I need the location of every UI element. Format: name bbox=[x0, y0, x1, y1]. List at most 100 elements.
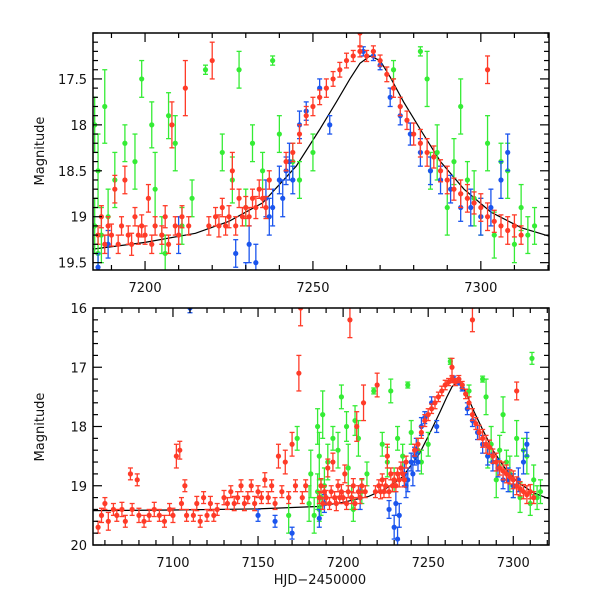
top-red-data-point bbox=[444, 165, 450, 195]
top-red-data-point bbox=[431, 145, 437, 169]
top-green-data-point bbox=[202, 64, 209, 75]
bottom-red-data-point bbox=[360, 384, 367, 422]
bottom-plot-area bbox=[93, 308, 549, 545]
top-red-data-point bbox=[142, 225, 148, 245]
top-blue-data-point bbox=[276, 165, 282, 195]
bottom-red-data-point bbox=[228, 485, 234, 499]
top-red-data-point bbox=[179, 205, 185, 229]
top-plot-frame bbox=[92, 32, 550, 271]
top-red-data-point bbox=[424, 137, 430, 167]
top-red-data-point bbox=[498, 214, 504, 238]
top-red-data-point bbox=[259, 188, 266, 209]
bottom-red-data-point bbox=[354, 411, 360, 442]
bottom-green-data-point bbox=[320, 390, 326, 440]
top-green-data-point bbox=[172, 115, 178, 172]
bottom-red-data-point bbox=[514, 476, 520, 496]
bottom-green-data-point bbox=[405, 381, 411, 389]
top-green-data-point bbox=[484, 115, 491, 172]
bottom-red-data-point bbox=[178, 496, 185, 511]
bottom-red-data-point bbox=[127, 467, 134, 481]
bottom-blue-data-point bbox=[255, 508, 261, 522]
top-x-tick-label: 7300 bbox=[464, 281, 497, 296]
top-green-data-point bbox=[219, 133, 225, 172]
top-panel: 7200 7250 7300 17.5 18 18.5 19 19.5 bbox=[58, 32, 550, 296]
top-red-data-point bbox=[223, 216, 229, 236]
top-red-data-point bbox=[384, 66, 390, 83]
bottom-red-data-point bbox=[258, 491, 265, 505]
top-red-data-point bbox=[290, 142, 296, 163]
bottom-red-data-point bbox=[141, 514, 147, 528]
bottom-green-data-point bbox=[388, 378, 394, 404]
top-blue-data-point bbox=[246, 225, 252, 264]
top-y-tick-label: 19.5 bbox=[58, 257, 87, 272]
top-red-data-point bbox=[135, 225, 141, 245]
bottom-red-data-point bbox=[262, 472, 268, 488]
bottom-red-data-point bbox=[190, 508, 196, 522]
top-red-data-point bbox=[303, 105, 309, 126]
bottom-red-data-point bbox=[224, 496, 231, 511]
top-blue-data-point bbox=[290, 165, 296, 195]
top-green-data-point bbox=[149, 101, 155, 149]
bottom-red-data-point bbox=[129, 502, 135, 517]
bottom-green-data-point bbox=[425, 431, 431, 457]
bottom-red-data-point bbox=[342, 464, 348, 484]
top-blue-data-point bbox=[498, 160, 504, 199]
bottom-red-data-point bbox=[269, 479, 275, 493]
bottom-y-axis-title: Magnitude bbox=[33, 393, 48, 462]
top-red-data-point bbox=[357, 45, 363, 58]
bottom-red-data-point bbox=[136, 507, 142, 524]
bottom-green-data-point bbox=[335, 431, 341, 469]
bottom-red-data-point bbox=[95, 520, 101, 534]
top-red-data-point bbox=[129, 232, 135, 256]
bottom-red-data-point bbox=[177, 440, 183, 460]
bottom-y-tick-label: 17 bbox=[70, 361, 87, 376]
top-red-data-point bbox=[417, 128, 423, 158]
bottom-red-data-point bbox=[531, 491, 537, 505]
bottom-red-data-point bbox=[524, 485, 530, 505]
bottom-red-data-point bbox=[463, 388, 469, 400]
top-red-data-point bbox=[437, 159, 444, 183]
bottom-red-data-point bbox=[122, 514, 128, 528]
bottom-red-data-point bbox=[352, 496, 358, 511]
bottom-red-data-point bbox=[194, 495, 200, 512]
bottom-red-data-point bbox=[323, 489, 329, 506]
bottom-red-data-point bbox=[204, 508, 210, 522]
bottom-red-data-point bbox=[517, 480, 523, 497]
bottom-red-data-point bbox=[197, 514, 203, 528]
top-green-data-point bbox=[189, 179, 195, 218]
top-blue-data-point bbox=[488, 188, 494, 227]
bottom-red-data-point bbox=[510, 470, 516, 490]
bottom-red-data-point bbox=[507, 469, 513, 485]
top-red-data-point bbox=[518, 225, 524, 245]
top-blue-data-point bbox=[233, 239, 239, 268]
top-red-data-point bbox=[296, 124, 303, 144]
bottom-x-tick-label: 7300 bbox=[497, 556, 530, 571]
top-green-data-point bbox=[132, 133, 138, 190]
top-blue-data-point bbox=[427, 156, 434, 186]
bottom-red-data-point bbox=[483, 434, 489, 454]
bottom-red-data-point bbox=[265, 491, 271, 505]
top-red-data-point bbox=[239, 206, 246, 227]
top-red-data-point bbox=[317, 89, 323, 106]
bottom-blue-data-point bbox=[289, 526, 295, 540]
bottom-blue-data-point bbox=[524, 431, 530, 457]
bottom-red-data-point bbox=[170, 507, 176, 524]
top-red-data-point bbox=[132, 206, 138, 227]
bottom-x-tick-label: 7200 bbox=[327, 556, 360, 571]
bottom-red-data-point bbox=[102, 496, 108, 511]
top-red-data-point bbox=[182, 59, 188, 117]
bottom-red-data-point bbox=[466, 396, 472, 410]
bottom-red-data-point bbox=[183, 508, 190, 522]
bottom-green-data-point bbox=[314, 408, 321, 445]
top-red-data-point bbox=[236, 188, 242, 209]
bottom-red-data-point bbox=[182, 479, 188, 493]
bottom-green-data-point bbox=[483, 378, 489, 416]
bottom-red-data-point bbox=[282, 449, 288, 475]
top-y-tick-label: 18.5 bbox=[58, 165, 87, 180]
bottom-red-data-point bbox=[156, 508, 162, 522]
top-red-data-point bbox=[122, 165, 128, 195]
bottom-red-data-point bbox=[372, 485, 379, 499]
top-y-tick-label: 19 bbox=[70, 211, 87, 226]
bottom-red-data-point bbox=[503, 464, 510, 484]
top-red-data-point bbox=[226, 205, 232, 229]
